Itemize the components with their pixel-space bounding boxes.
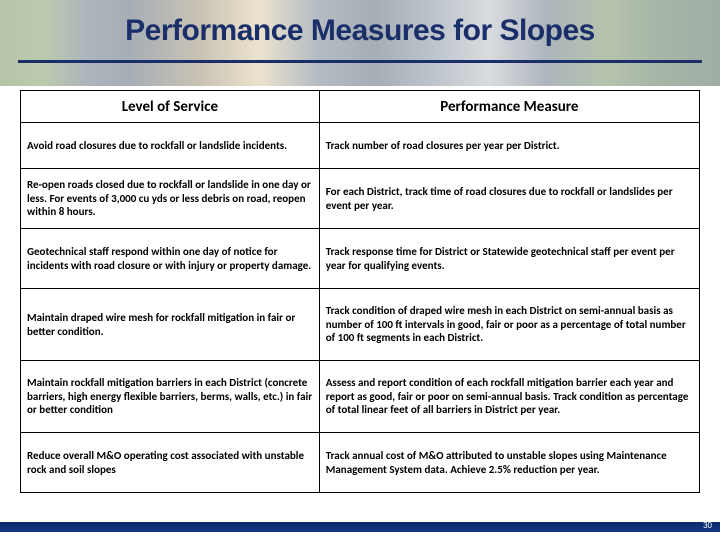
slide-title: Performance Measures for Slopes bbox=[0, 14, 720, 48]
table-row: Avoid road closures due to rockfall or l… bbox=[21, 123, 700, 169]
cell-performance-measure: Track condition of draped wire mesh in e… bbox=[319, 289, 699, 361]
cell-level-of-service: Reduce overall M&O operating cost associ… bbox=[21, 433, 320, 493]
page-number: 30 bbox=[703, 521, 712, 530]
table-header-row: Level of Service Performance Measure bbox=[21, 91, 700, 123]
cell-level-of-service: Maintain draped wire mesh for rockfall m… bbox=[21, 289, 320, 361]
table-row: Re-open roads closed due to rockfall or … bbox=[21, 169, 700, 229]
table-row: Geotechnical staff respond within one da… bbox=[21, 229, 700, 289]
cell-performance-measure: Track annual cost of M&O attributed to u… bbox=[319, 433, 699, 493]
footer-bar: 30 bbox=[0, 522, 720, 532]
header-level-of-service: Level of Service bbox=[21, 91, 320, 123]
header-performance-measure: Performance Measure bbox=[319, 91, 699, 123]
table-row: Maintain rockfall mitigation barriers in… bbox=[21, 361, 700, 433]
table-row: Maintain draped wire mesh for rockfall m… bbox=[21, 289, 700, 361]
table-row: Reduce overall M&O operating cost associ… bbox=[21, 433, 700, 493]
cell-performance-measure: Track number of road closures per year p… bbox=[319, 123, 699, 169]
cell-level-of-service: Maintain rockfall mitigation barriers in… bbox=[21, 361, 320, 433]
cell-performance-measure: Assess and report condition of each rock… bbox=[319, 361, 699, 433]
cell-level-of-service: Re-open roads closed due to rockfall or … bbox=[21, 169, 320, 229]
table-container: Level of Service Performance Measure Avo… bbox=[20, 90, 700, 493]
cell-level-of-service: Geotechnical staff respond within one da… bbox=[21, 229, 320, 289]
performance-table: Level of Service Performance Measure Avo… bbox=[20, 90, 700, 493]
cell-performance-measure: Track response time for District or Stat… bbox=[319, 229, 699, 289]
cell-level-of-service: Avoid road closures due to rockfall or l… bbox=[21, 123, 320, 169]
title-underline bbox=[18, 60, 702, 63]
cell-performance-measure: For each District, track time of road cl… bbox=[319, 169, 699, 229]
slide: Performance Measures for Slopes Level of… bbox=[0, 0, 720, 540]
